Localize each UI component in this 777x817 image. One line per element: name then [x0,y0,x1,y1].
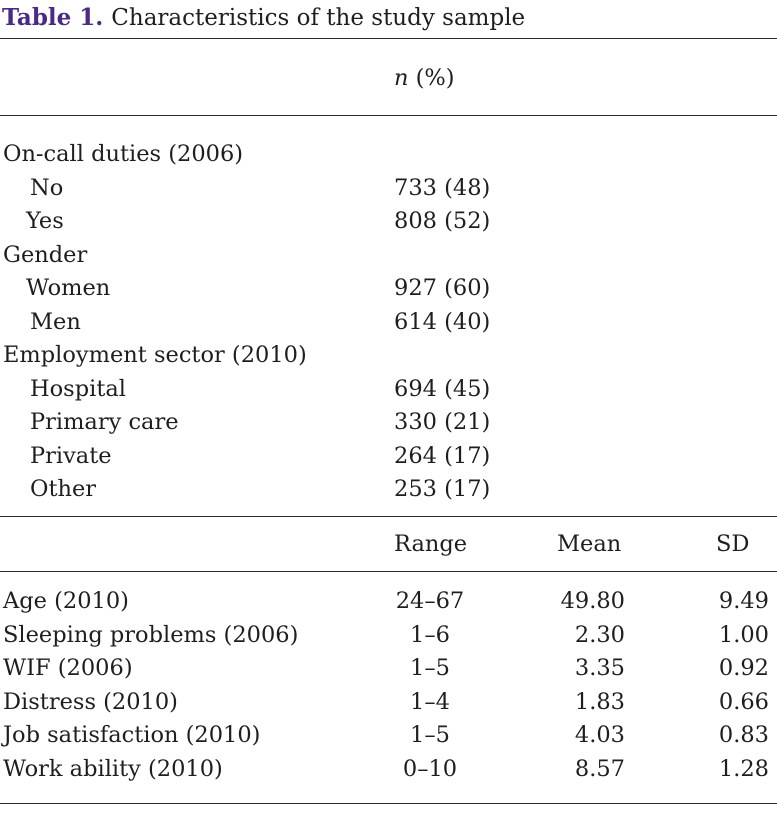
row-label-wif: WIF (2006) [3,655,133,681]
row-label-other: Other [30,476,97,502]
row-value-women: 927 (60) [394,275,491,301]
n-symbol: n [394,65,409,91]
row-range-distress: 1–4 [410,689,450,715]
subheader-rule [0,571,777,572]
row-label-private: Private [30,443,112,469]
bottom-rule [0,803,777,804]
row-label-hospital: Hospital [30,376,126,402]
row-value-men: 614 (40) [394,309,491,335]
row-value-no: 733 (48) [394,175,491,201]
row-mean-age: 49.80 [560,588,625,614]
row-mean-work-ability: 8.57 [574,756,625,782]
row-value-hospital: 694 (45) [394,376,491,402]
row-sd-wif: 0.92 [718,655,769,681]
percent-suffix: (%) [408,65,455,91]
row-value-primary-care: 330 (21) [394,409,491,435]
row-range-job-satisfaction: 1–5 [410,722,450,748]
group-label-on-call: On-call duties (2006) [3,141,244,167]
row-mean-distress: 1.83 [574,689,625,715]
row-label-age: Age (2010) [3,588,129,614]
row-label-sleeping: Sleeping problems (2006) [3,622,299,648]
row-mean-job-satisfaction: 4.03 [574,722,625,748]
table-title: Characteristics of the study sample [111,5,526,31]
top-rule [0,38,777,39]
range-header: Range [394,531,468,557]
group-label-employment: Employment sector (2010) [3,342,307,368]
row-label-yes: Yes [26,208,64,234]
row-range-work-ability: 0–10 [402,756,458,782]
row-sd-distress: 0.66 [718,689,769,715]
mean-header: Mean [557,531,622,557]
row-label-men: Men [30,309,81,335]
row-label-work-ability: Work ability (2010) [3,756,223,782]
group-label-gender: Gender [3,242,88,268]
table-caption: Table 1. Characteristics of the study sam… [2,2,525,34]
row-value-yes: 808 (52) [394,208,491,234]
row-sd-job-satisfaction: 0.83 [718,722,769,748]
row-range-sleeping: 1–6 [410,622,450,648]
row-mean-sleeping: 2.30 [574,622,625,648]
row-value-other: 253 (17) [394,476,491,502]
table-label: Table 1. [2,4,104,31]
row-range-wif: 1–5 [410,655,450,681]
row-sd-work-ability: 1.28 [718,756,769,782]
n-percent-header: n (%) [394,61,455,95]
header-rule [0,115,777,116]
row-label-primary-care: Primary care [30,409,179,435]
row-label-no: No [30,175,64,201]
row-value-private: 264 (17) [394,443,491,469]
row-label-distress: Distress (2010) [3,689,178,715]
row-sd-age: 9.49 [718,588,769,614]
section-rule [0,516,777,517]
row-range-age: 24–67 [395,588,465,614]
row-label-job-satisfaction: Job satisfaction (2010) [3,722,261,748]
sd-header: SD [716,531,750,557]
row-label-women: Women [26,275,111,301]
row-sd-sleeping: 1.00 [718,622,769,648]
row-mean-wif: 3.35 [574,655,625,681]
